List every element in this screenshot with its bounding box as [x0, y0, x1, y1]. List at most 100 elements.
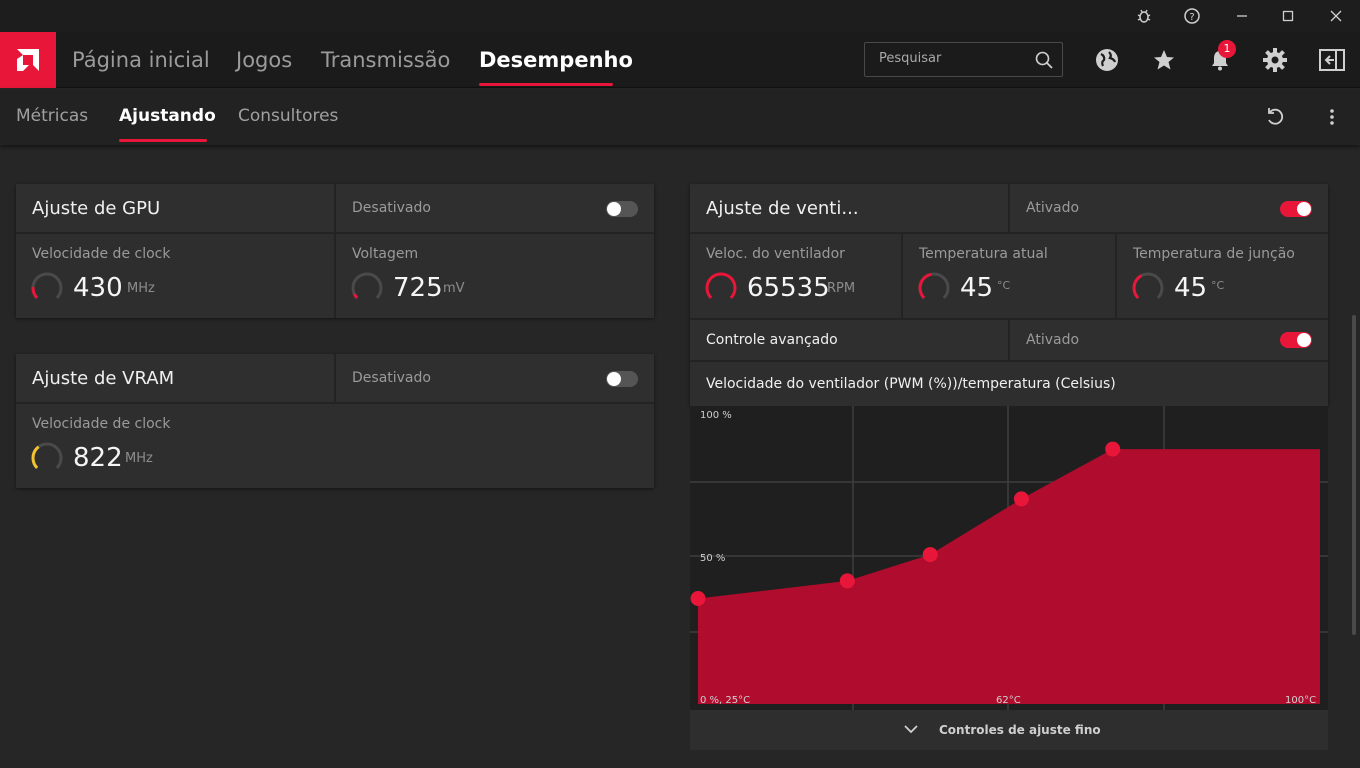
- settings-gear-icon[interactable]: [1259, 44, 1291, 76]
- curve-point[interactable]: [839, 573, 855, 589]
- gpu-clock-value: 430: [73, 273, 123, 303]
- junction-temp-value: 45: [1174, 273, 1208, 303]
- vram-clock-label: Velocidade de clock: [32, 416, 171, 432]
- gpu-clock-unit: MHz: [127, 281, 155, 296]
- main-header: Página inicial Jogos Transmissão Desempe…: [0, 32, 1360, 88]
- fan-tuning-toggle[interactable]: [1280, 201, 1312, 217]
- fan-tuning-card: Ajuste de venti... Ativado Veloc. do ven…: [690, 184, 1328, 406]
- nav-performance-label: Desempenho: [479, 48, 633, 72]
- x-tick-label: 100°C: [1285, 695, 1316, 706]
- help-icon[interactable]: ?: [1169, 0, 1215, 32]
- active-nav-indicator: [479, 83, 613, 86]
- current-temp-unit: °C: [997, 279, 1011, 292]
- svg-text:?: ?: [1189, 12, 1194, 23]
- search-icon[interactable]: [1035, 51, 1053, 69]
- gpu-tuning-toggle[interactable]: [606, 201, 638, 217]
- tab-tuning[interactable]: Ajustando: [119, 89, 216, 145]
- fan-speed-gauge-icon: [705, 272, 737, 304]
- curve-point[interactable]: [690, 591, 706, 606]
- sidebar-panel-icon[interactable]: [1316, 44, 1348, 76]
- gpu-voltage-gauge-icon: [351, 272, 383, 304]
- tab-advisors[interactable]: Consultores: [238, 106, 339, 126]
- nav-performance[interactable]: Desempenho: [479, 32, 633, 88]
- y-tick-label: 50 %: [700, 553, 725, 564]
- fan-curve-chart[interactable]: 100 % 50 % 0 %, 25°C 62°C 100°C: [690, 406, 1328, 710]
- advanced-state-label: Ativado: [1026, 332, 1080, 348]
- fan-speed-unit: RPM: [827, 281, 856, 296]
- curve-point[interactable]: [1105, 441, 1121, 457]
- notification-badge: 1: [1218, 40, 1236, 58]
- search-input[interactable]: [879, 51, 1029, 66]
- x-tick-label: 62°C: [996, 695, 1021, 706]
- fan-curve-area: [698, 449, 1320, 704]
- tab-metrics[interactable]: Métricas: [16, 106, 89, 126]
- fan-speed-label: Veloc. do ventilador: [706, 246, 845, 262]
- fan-curve-svg[interactable]: 100 % 50 % 0 %, 25°C 62°C 100°C: [690, 406, 1328, 710]
- vram-tuning-card: Ajuste de VRAM Desativado Velocidade de …: [16, 354, 654, 488]
- minimize-icon[interactable]: [1219, 0, 1265, 32]
- reset-icon[interactable]: [1265, 107, 1285, 131]
- maximize-icon[interactable]: [1265, 0, 1311, 32]
- divider: [1008, 184, 1010, 234]
- fan-curve-points[interactable]: [690, 441, 1121, 606]
- chevron-down-icon: [904, 725, 918, 734]
- sub-navigation: Métricas Ajustando Consultores: [0, 89, 1360, 145]
- notifications-bell-icon[interactable]: 1: [1204, 40, 1236, 76]
- vram-clock-gauge-icon: [31, 442, 63, 474]
- amd-logo[interactable]: [0, 32, 56, 88]
- globe-icon[interactable]: [1091, 44, 1123, 76]
- current-temp-gauge-icon: [918, 272, 950, 304]
- gpu-state-label: Desativado: [352, 200, 431, 216]
- bug-report-icon[interactable]: [1121, 0, 1167, 32]
- gpu-card-title: Ajuste de GPU: [32, 198, 161, 219]
- fan-state-label: Ativado: [1026, 200, 1080, 216]
- gpu-voltage-unit: mV: [443, 281, 465, 296]
- advanced-control-toggle[interactable]: [1280, 332, 1312, 348]
- junction-temp-gauge-icon: [1132, 272, 1164, 304]
- fan-card-title: Ajuste de venti...: [706, 198, 859, 219]
- toggle-knob: [1297, 202, 1311, 216]
- gpu-voltage-value: 725: [393, 273, 443, 303]
- vram-clock-unit: MHz: [125, 451, 153, 466]
- close-icon[interactable]: [1313, 0, 1359, 32]
- nav-games[interactable]: Jogos: [236, 48, 293, 72]
- current-temp-value: 45: [960, 273, 994, 303]
- gpu-clock-label: Velocidade de clock: [32, 246, 171, 262]
- gpu-tuning-card: Ajuste de GPU Desativado Velocidade de c…: [16, 184, 654, 318]
- toggle-knob: [607, 372, 621, 386]
- y-tick-label: 100 %: [700, 410, 732, 421]
- divider: [901, 234, 903, 318]
- advanced-control-row: Controle avançado Ativado: [690, 318, 1328, 362]
- junction-temp-unit: °C: [1211, 279, 1225, 292]
- toggle-knob: [1297, 333, 1311, 347]
- nav-streaming[interactable]: Transmissão: [321, 48, 451, 72]
- toggle-knob: [607, 202, 621, 216]
- active-tab-indicator: [119, 139, 207, 142]
- divider: [334, 354, 336, 404]
- title-bar: ?: [0, 0, 1360, 32]
- vram-state-label: Desativado: [352, 370, 431, 386]
- gpu-clock-gauge-icon: [31, 272, 63, 304]
- scrollbar[interactable]: [1352, 315, 1356, 635]
- vram-clock-value: 822: [73, 443, 123, 473]
- nav-home[interactable]: Página inicial: [72, 48, 210, 72]
- divider: [334, 184, 336, 318]
- tab-tuning-label: Ajustando: [119, 106, 216, 126]
- fine-tune-label: Controles de ajuste fino: [939, 723, 1101, 737]
- junction-temp-label: Temperatura de junção: [1133, 246, 1295, 262]
- search-box[interactable]: [864, 42, 1063, 77]
- divider: [1115, 234, 1117, 318]
- x-tick-label: 0 %, 25°C: [700, 695, 750, 706]
- divider: [1008, 320, 1010, 360]
- favorites-star-icon[interactable]: [1148, 44, 1180, 76]
- curve-point[interactable]: [922, 547, 938, 563]
- gpu-voltage-label: Voltagem: [352, 246, 419, 262]
- current-temp-label: Temperatura atual: [919, 246, 1048, 262]
- curve-point[interactable]: [1013, 491, 1029, 507]
- vram-tuning-toggle[interactable]: [606, 371, 638, 387]
- fan-speed-value: 65535: [747, 273, 830, 303]
- more-options-icon[interactable]: [1326, 107, 1338, 131]
- fine-tune-controls-expander[interactable]: Controles de ajuste fino: [690, 710, 1328, 750]
- vram-card-title: Ajuste de VRAM: [32, 368, 175, 389]
- fan-curve-title: Velocidade do ventilador (PWM (%))/tempe…: [706, 376, 1116, 392]
